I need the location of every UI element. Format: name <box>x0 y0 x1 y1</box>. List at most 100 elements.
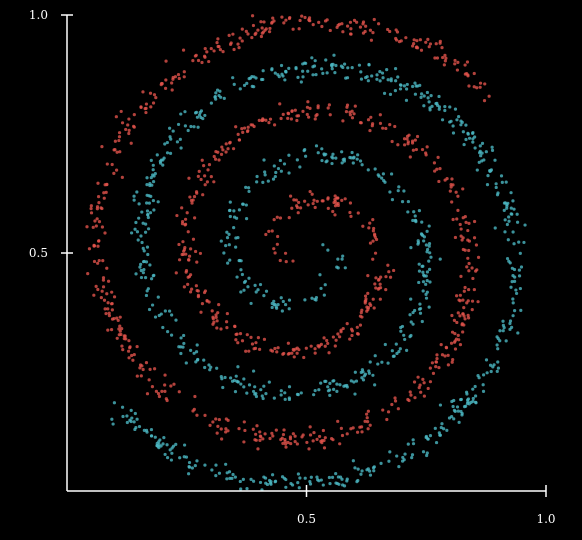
data-point <box>320 439 324 443</box>
data-point <box>151 198 155 203</box>
data-point <box>112 295 117 299</box>
data-point <box>456 194 460 198</box>
data-point <box>306 69 310 73</box>
data-point <box>194 360 198 364</box>
data-point <box>146 213 150 217</box>
data-point <box>273 71 277 75</box>
data-point <box>278 102 282 106</box>
data-point <box>178 137 182 141</box>
data-point <box>489 169 493 173</box>
data-point <box>127 131 131 136</box>
data-point <box>315 437 319 441</box>
data-point <box>352 380 356 384</box>
data-point <box>342 484 347 488</box>
data-point <box>202 290 207 295</box>
data-point <box>478 149 482 153</box>
data-point <box>426 37 430 41</box>
data-point <box>238 87 242 91</box>
data-point <box>406 442 410 446</box>
data-point <box>316 106 320 110</box>
data-point <box>198 110 202 115</box>
data-point <box>255 424 259 428</box>
data-point <box>259 20 263 24</box>
data-point <box>301 75 305 79</box>
data-point <box>183 217 188 221</box>
data-point <box>263 432 267 436</box>
data-point <box>165 456 170 460</box>
data-point <box>351 161 355 165</box>
data-point <box>100 225 105 229</box>
data-point <box>187 472 191 476</box>
data-point <box>419 390 423 394</box>
data-point <box>99 296 103 300</box>
data-point <box>147 201 151 205</box>
data-point <box>388 123 392 127</box>
data-point <box>435 56 440 60</box>
data-point <box>464 137 468 142</box>
data-point <box>258 480 263 485</box>
data-point <box>272 218 276 222</box>
data-point <box>469 400 473 404</box>
data-point <box>240 272 244 277</box>
data-point <box>130 353 134 358</box>
data-point <box>343 384 347 388</box>
data-point <box>270 229 274 233</box>
data-point <box>456 311 460 315</box>
data-point <box>424 296 429 300</box>
data-point <box>419 232 424 236</box>
data-point <box>450 177 454 181</box>
data-point <box>353 392 357 396</box>
data-point <box>168 309 172 313</box>
data-point <box>225 230 229 234</box>
data-point <box>394 36 398 41</box>
data-point <box>421 280 426 284</box>
data-point <box>313 117 317 121</box>
data-point <box>291 27 295 31</box>
data-point <box>321 71 325 75</box>
data-point <box>424 243 428 247</box>
data-point <box>104 311 108 316</box>
data-point <box>472 287 476 292</box>
data-point <box>357 63 362 67</box>
data-point <box>310 56 314 60</box>
data-point <box>193 249 198 254</box>
data-point <box>272 303 276 307</box>
data-point <box>426 96 430 100</box>
data-point <box>424 282 428 286</box>
data-point <box>454 190 458 194</box>
data-point <box>339 64 344 68</box>
data-point <box>407 133 411 137</box>
data-point <box>152 93 157 97</box>
data-point <box>440 353 445 357</box>
data-point <box>461 187 465 191</box>
data-point <box>137 202 141 206</box>
data-point <box>428 42 433 46</box>
data-point <box>322 152 326 156</box>
data-point <box>283 302 288 307</box>
data-point <box>122 336 126 341</box>
data-point <box>170 81 174 85</box>
data-point <box>200 60 204 65</box>
data-point <box>141 271 145 275</box>
data-point <box>229 41 233 45</box>
data-point <box>471 131 475 135</box>
data-point <box>397 185 401 189</box>
data-point <box>369 38 373 42</box>
data-point <box>261 437 265 441</box>
data-point <box>365 468 369 472</box>
data-point <box>119 109 123 114</box>
data-point <box>301 433 305 437</box>
data-point <box>356 467 360 471</box>
data-point <box>133 411 137 416</box>
data-point <box>139 105 143 109</box>
data-point <box>390 402 394 407</box>
data-point <box>278 216 283 220</box>
data-point <box>411 44 415 48</box>
data-point <box>226 429 230 433</box>
data-point <box>181 48 186 52</box>
data-point <box>299 391 303 395</box>
data-point <box>236 341 240 345</box>
data-point <box>207 363 211 367</box>
data-point <box>413 214 417 218</box>
data-point <box>283 397 287 401</box>
